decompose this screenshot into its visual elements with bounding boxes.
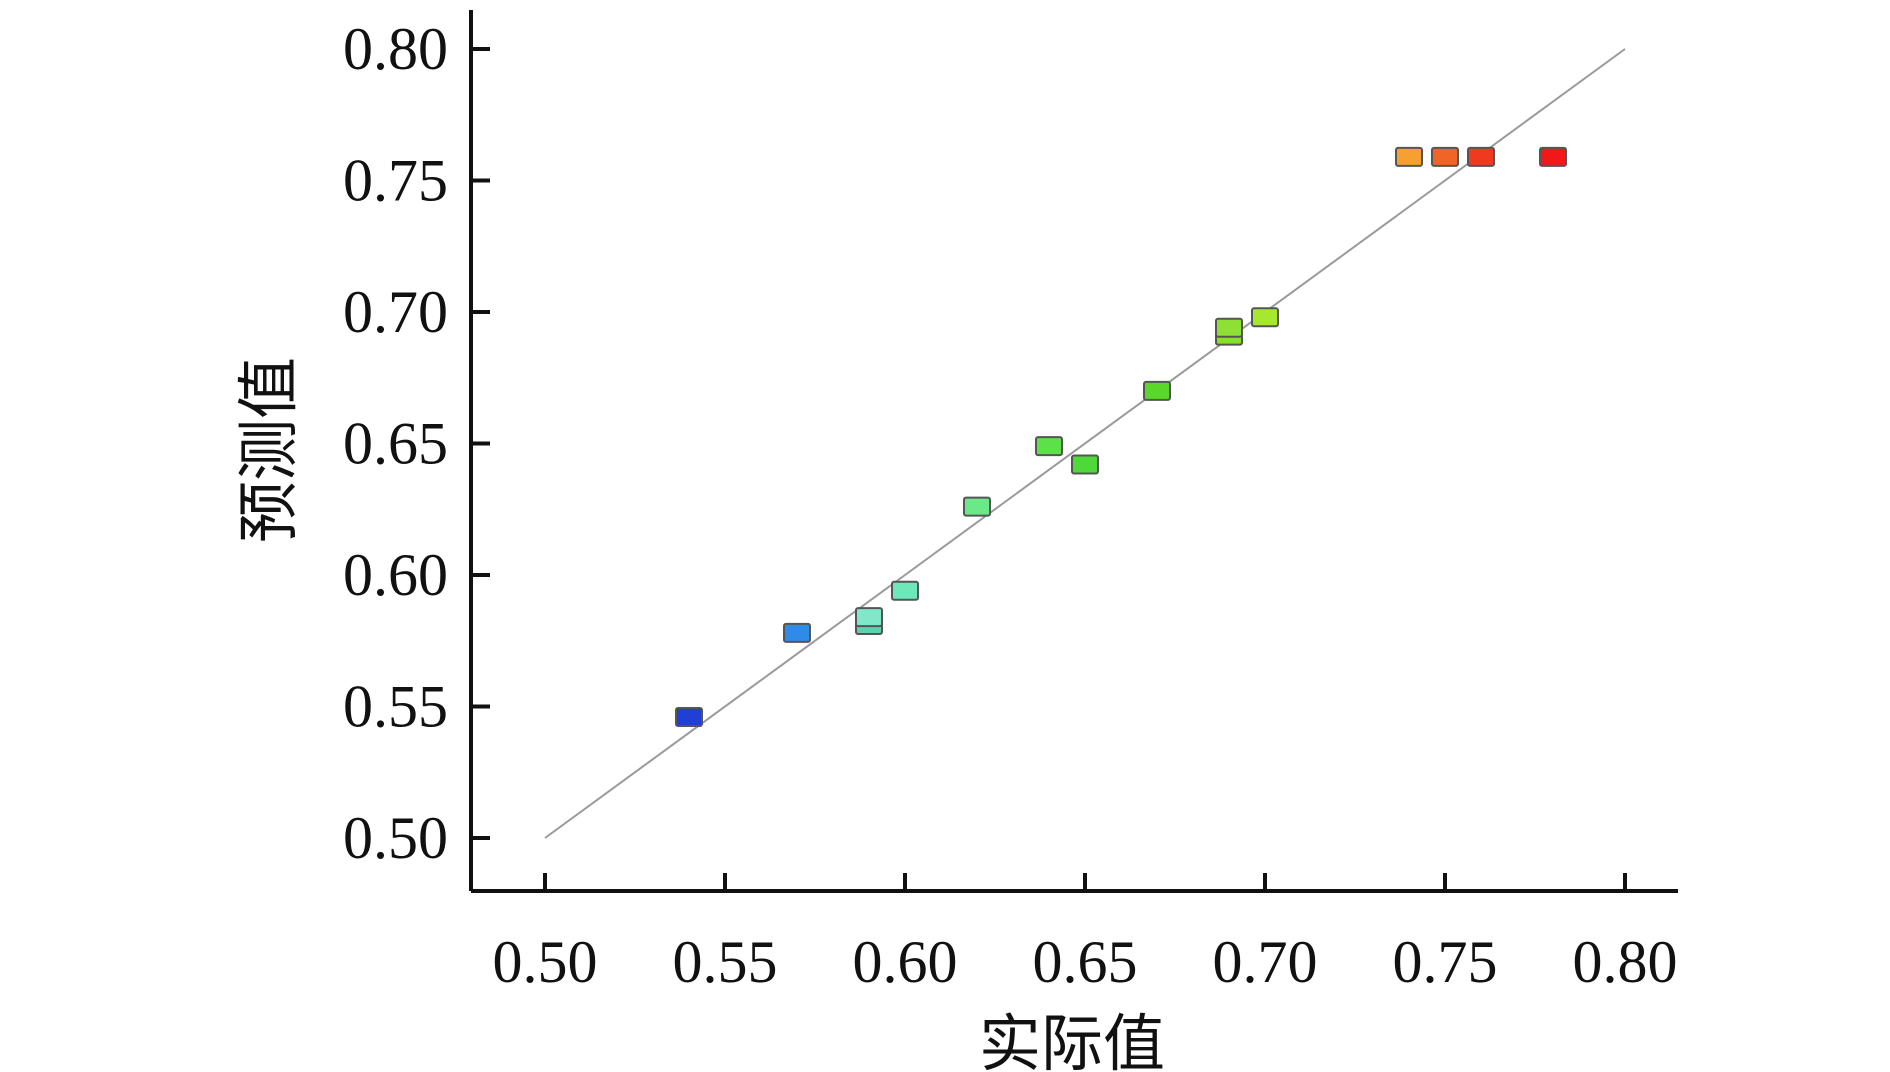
x-axis-title: 实际值	[979, 1007, 1165, 1072]
y-axis-ticks: 0.50 0.55 0.60 0.65 0.70 0.75 0.80	[343, 16, 490, 871]
y-tick-label: 0.80	[343, 16, 448, 82]
x-tick-label: 0.70	[1213, 929, 1318, 995]
x-tick-label: 0.80	[1573, 929, 1678, 995]
x-tick-label: 0.60	[853, 929, 958, 995]
x-tick-label: 0.55	[673, 929, 778, 995]
data-point	[1251, 307, 1279, 328]
data-point	[1431, 146, 1459, 167]
data-points	[675, 146, 1567, 728]
reference-line	[544, 48, 1626, 839]
x-axis-ticks: 0.50 0.55 0.60 0.65 0.70 0.75 0.80	[493, 873, 1678, 995]
y-tick-label: 0.65	[343, 411, 448, 477]
axes	[469, 10, 1678, 893]
data-point	[1071, 454, 1099, 475]
reference-line-layer	[544, 48, 1626, 839]
data-point	[855, 607, 883, 628]
y-tick-label: 0.60	[343, 542, 448, 608]
data-point	[1539, 146, 1567, 167]
data-point	[891, 580, 919, 601]
data-point	[1215, 317, 1243, 338]
data-point	[783, 622, 811, 643]
y-tick-label: 0.55	[343, 674, 448, 740]
x-tick-label: 0.65	[1033, 929, 1138, 995]
y-tick-label: 0.70	[343, 279, 448, 345]
y-tick-label: 0.75	[343, 148, 448, 214]
x-tick-label: 0.50	[493, 929, 598, 995]
x-tick-label: 0.75	[1393, 929, 1498, 995]
data-point	[1035, 436, 1063, 457]
y-axis-title: 预测值	[232, 357, 305, 543]
data-point	[963, 496, 991, 517]
y-tick-label: 0.50	[343, 805, 448, 871]
data-point	[675, 707, 703, 728]
data-point	[1143, 380, 1171, 401]
data-point	[1467, 146, 1495, 167]
data-point	[1395, 146, 1423, 167]
